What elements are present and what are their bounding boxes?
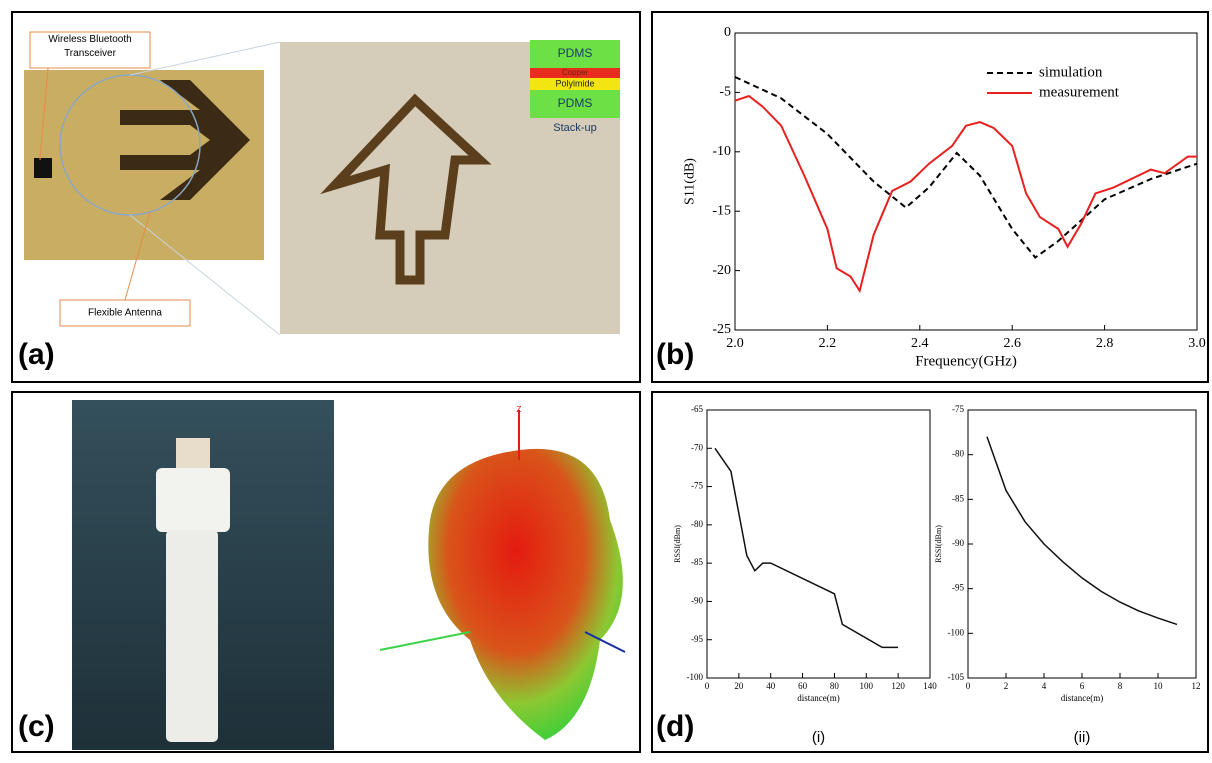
antenna-under-test xyxy=(176,438,210,472)
foam-top xyxy=(156,468,230,532)
legend-label: simulation xyxy=(1039,64,1103,80)
x-tick-label: 20 xyxy=(734,681,744,691)
x-tick-label: 0 xyxy=(705,681,710,691)
y-tick-label: -70 xyxy=(691,442,703,452)
y-tick-label: -25 xyxy=(712,322,731,337)
y-tick-label: -5 xyxy=(719,85,731,100)
x-tick-label: 0 xyxy=(966,681,971,691)
subtitle: (ii) xyxy=(1074,729,1091,746)
x-tick-label: 2.8 xyxy=(1096,336,1114,351)
x-tick-label: 40 xyxy=(766,681,776,691)
x-tick-label: 120 xyxy=(891,681,905,691)
subtitle: (i) xyxy=(812,729,825,746)
x-tick-label: 3.0 xyxy=(1188,336,1206,351)
foam-column xyxy=(166,530,218,742)
y-tick-label: -100 xyxy=(687,672,704,682)
legend-label: measurement xyxy=(1039,84,1120,100)
y-tick-label: -10 xyxy=(712,144,731,159)
series-line xyxy=(715,448,898,647)
x-axis-label: distance(m) xyxy=(1061,693,1103,703)
panel-label: (a) xyxy=(18,338,55,371)
radiation-pattern xyxy=(428,449,623,740)
x-tick-label: 12 xyxy=(1192,681,1201,691)
y-tick-label: -95 xyxy=(952,583,964,593)
y-tick-label: -85 xyxy=(691,557,703,567)
y-tick-label: -95 xyxy=(691,634,703,644)
x-tick-label: 2.2 xyxy=(819,336,837,351)
stack-label: Copper xyxy=(562,68,589,77)
series-line xyxy=(735,96,1197,291)
stack-label: Polyimide xyxy=(555,78,594,88)
axis-label: Z xyxy=(517,405,522,414)
x-tick-label: 2.6 xyxy=(1003,336,1021,351)
x-axis xyxy=(380,632,470,650)
panel-label: (b) xyxy=(656,338,694,371)
x-tick-label: 6 xyxy=(1080,681,1085,691)
x-tick-label: 80 xyxy=(830,681,840,691)
x-tick-label: 2 xyxy=(1004,681,1009,691)
y-axis-label: RSSI(dBm) xyxy=(673,525,682,563)
panel-label: (d) xyxy=(656,710,694,743)
figure: PDMS Copper Polyimide PDMS Stack-up Wire… xyxy=(0,0,1212,758)
series-line xyxy=(987,437,1177,625)
stack-label: PDMS xyxy=(558,46,593,60)
series-line xyxy=(735,77,1197,258)
y-tick-label: -90 xyxy=(952,538,964,548)
y-tick-label: -80 xyxy=(691,519,703,529)
x-tick-label: 2.4 xyxy=(911,336,929,351)
stack-caption: Stack-up xyxy=(553,122,596,134)
x-tick-label: 10 xyxy=(1154,681,1164,691)
stack-label: PDMS xyxy=(558,96,593,110)
x-tick-label: 60 xyxy=(798,681,808,691)
y-tick-label: -80 xyxy=(952,449,964,459)
plot-frame xyxy=(968,410,1196,678)
y-tick-label: -100 xyxy=(948,627,965,637)
callout-text: Flexible Antenna xyxy=(88,308,162,319)
y-axis-label: S11(dB) xyxy=(682,158,697,205)
y-tick-label: -65 xyxy=(691,404,703,414)
x-tick-label: 4 xyxy=(1042,681,1047,691)
x-tick-label: 2.0 xyxy=(726,336,744,351)
y-tick-label: -75 xyxy=(691,481,703,491)
y-axis-label: RSSI(dBm) xyxy=(934,525,943,563)
panel-c-photos: Z xyxy=(72,400,625,750)
y-tick-label: 0 xyxy=(724,25,731,40)
y-tick-label: -15 xyxy=(712,203,731,218)
callout-text: Wireless Bluetooth Transceiver xyxy=(30,33,150,61)
y-tick-label: -90 xyxy=(691,595,703,605)
panel-label: (c) xyxy=(18,710,55,743)
x-axis-label: Frequency(GHz) xyxy=(915,354,1017,370)
x-tick-label: 8 xyxy=(1118,681,1123,691)
y-tick-label: -75 xyxy=(952,404,964,414)
plot-frame xyxy=(707,410,930,678)
x-tick-label: 100 xyxy=(860,681,874,691)
x-axis-label: distance(m) xyxy=(797,693,839,703)
x-tick-label: 140 xyxy=(923,681,937,691)
y-tick-label: -20 xyxy=(712,263,731,278)
y-tick-label: -85 xyxy=(952,493,964,503)
callout: Wireless Bluetooth Transceiver xyxy=(30,33,150,67)
chip xyxy=(34,158,52,178)
panel-a-photos: PDMS Copper Polyimide PDMS Stack-up Wire… xyxy=(24,32,620,335)
y-tick-label: -105 xyxy=(948,672,965,682)
